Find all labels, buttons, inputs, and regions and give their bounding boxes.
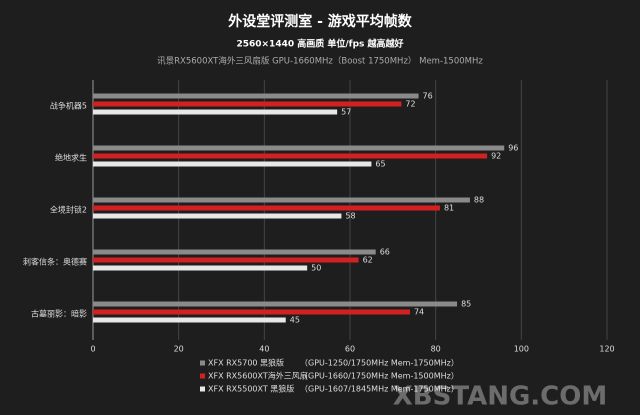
chart-subtitle: 2560×1440 高画质 单位/fps 越高越好 bbox=[236, 38, 403, 50]
bar bbox=[93, 101, 402, 107]
data-label: 58 bbox=[345, 212, 355, 221]
data-label: 81 bbox=[444, 204, 454, 213]
bar bbox=[93, 317, 286, 323]
bar bbox=[93, 161, 372, 167]
bar bbox=[93, 197, 470, 203]
legend-swatch bbox=[200, 386, 205, 392]
bar bbox=[93, 153, 488, 159]
data-label: 65 bbox=[375, 160, 385, 169]
y-tick-label: 全境封锁2 bbox=[50, 205, 87, 215]
legend-label: XFX RX5600XT海外三风扇 bbox=[208, 371, 308, 381]
data-label: 92 bbox=[491, 152, 501, 161]
legend-label: XFX RX5500XT 黑狼版 bbox=[208, 384, 294, 394]
x-tick-label: 120 bbox=[599, 345, 614, 354]
bar bbox=[93, 249, 376, 255]
data-label: 74 bbox=[414, 308, 424, 317]
x-tick-label: 0 bbox=[90, 345, 95, 354]
y-tick-label: 刺客信条：奥德赛 bbox=[23, 257, 87, 267]
x-tick-label: 40 bbox=[259, 345, 269, 354]
bar bbox=[93, 145, 505, 151]
bar bbox=[93, 309, 410, 315]
legend-note: （GPU-1250/1750MHz Mem-1750MHz） bbox=[300, 359, 459, 368]
x-tick-label: 100 bbox=[514, 345, 529, 354]
x-tick-label: 20 bbox=[174, 345, 184, 354]
x-tick-label: 80 bbox=[431, 345, 441, 354]
data-label: 88 bbox=[474, 196, 484, 205]
bar bbox=[93, 265, 308, 271]
data-label: 45 bbox=[290, 316, 300, 325]
chart-subtitle: 讯景RX5600XT海外三风扇版 GPU-1660MHz（Boost 1750M… bbox=[157, 56, 483, 67]
data-label: 66 bbox=[380, 248, 390, 257]
y-tick-label: 绝地求生 bbox=[55, 153, 87, 163]
data-label: 85 bbox=[461, 300, 471, 309]
bar bbox=[93, 109, 338, 115]
x-tick-label: 60 bbox=[345, 345, 355, 354]
bar bbox=[93, 257, 359, 263]
bar bbox=[93, 93, 419, 99]
data-label: 72 bbox=[405, 100, 415, 109]
y-tick-label: 古墓丽影：暗影 bbox=[31, 309, 87, 319]
watermark: XBSTANG.COM bbox=[393, 382, 607, 412]
legend-swatch bbox=[200, 373, 205, 379]
y-tick-label: 战争机器5 bbox=[50, 101, 87, 111]
legend-note: （GPU-1607/1845MHz Mem-1750MHz） bbox=[300, 385, 459, 394]
bar bbox=[93, 213, 342, 219]
data-label: 62 bbox=[363, 256, 373, 265]
bar bbox=[93, 205, 440, 211]
data-label: 57 bbox=[341, 108, 351, 117]
legend-label: XFX RX5700 黑狼版 bbox=[208, 358, 284, 368]
data-label: 96 bbox=[508, 144, 518, 153]
legend-swatch bbox=[200, 360, 205, 366]
chart-title: 外设堂评测室 - 游戏平均帧数 bbox=[228, 13, 413, 30]
legend-note: （GPU-1660/1750MHz Mem-1500MHz） bbox=[300, 372, 459, 381]
data-label: 76 bbox=[423, 92, 433, 101]
bar bbox=[93, 301, 458, 307]
data-label: 50 bbox=[311, 264, 321, 273]
